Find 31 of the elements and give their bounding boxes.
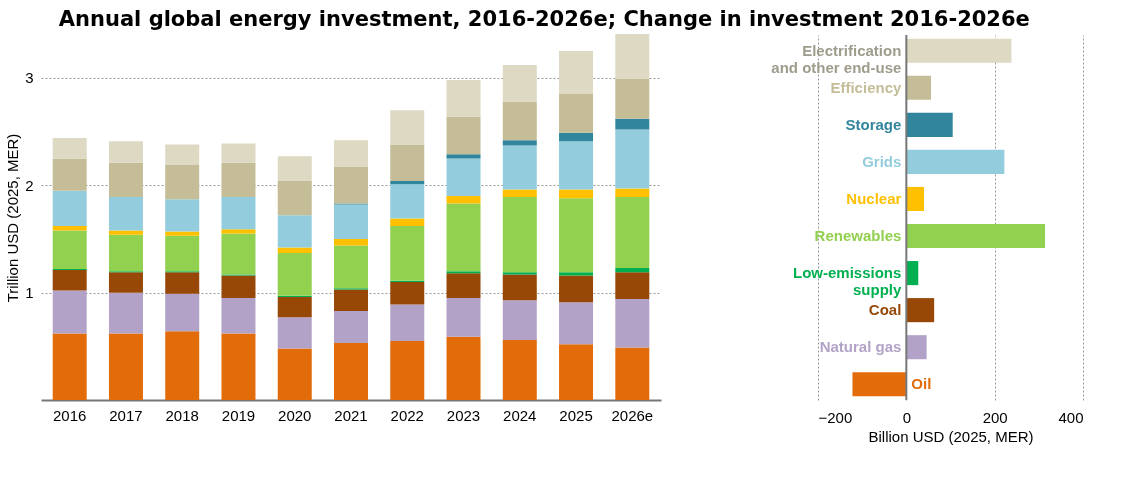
category-label: Electrification and other end-use: [771, 41, 902, 76]
x-tick-label: 2026e: [611, 406, 654, 424]
y-tick-label: 3: [25, 69, 34, 87]
x-tick-label: −200: [818, 408, 853, 426]
x-tick-label: 200: [982, 408, 1008, 426]
category-label: Grids: [862, 152, 902, 170]
x-tick-label: 2018: [165, 406, 199, 424]
x-tick-label: 2019: [221, 406, 256, 424]
y-axis-title: Trillion USD (2025, MER): [4, 133, 22, 303]
x-axis-title: Billion USD (2025, MER): [868, 427, 1034, 445]
category-label: Storage: [845, 115, 902, 133]
chart-title: Annual global energy investment, 2016-2026e; Change in investment 2016-2026e: [58, 6, 1030, 31]
x-tick-label: 2022: [390, 406, 424, 424]
x-tick-label: 2016: [53, 406, 87, 424]
category-label: Coal: [868, 301, 902, 319]
x-tick-label: 2024: [503, 406, 537, 424]
x-tick-label: 2017: [109, 406, 143, 424]
x-tick-label: 2020: [278, 406, 312, 424]
category-label: Natural gas: [819, 338, 902, 356]
category-label: Renewables: [814, 227, 902, 245]
category-label: Oil: [911, 375, 932, 393]
x-tick-label: 2025: [559, 406, 593, 424]
x-tick-label: 2023: [446, 406, 481, 424]
x-tick-label: 400: [1058, 408, 1084, 426]
category-label: Nuclear: [846, 189, 902, 207]
y-tick-label: 2: [25, 176, 34, 194]
category-label: Efficiency: [830, 78, 902, 96]
y-tick-label: 1: [25, 284, 34, 302]
category-label: Low-emissions supply: [792, 264, 902, 299]
x-tick-label: 2021: [334, 406, 368, 424]
x-tick-label: 0: [902, 408, 912, 426]
